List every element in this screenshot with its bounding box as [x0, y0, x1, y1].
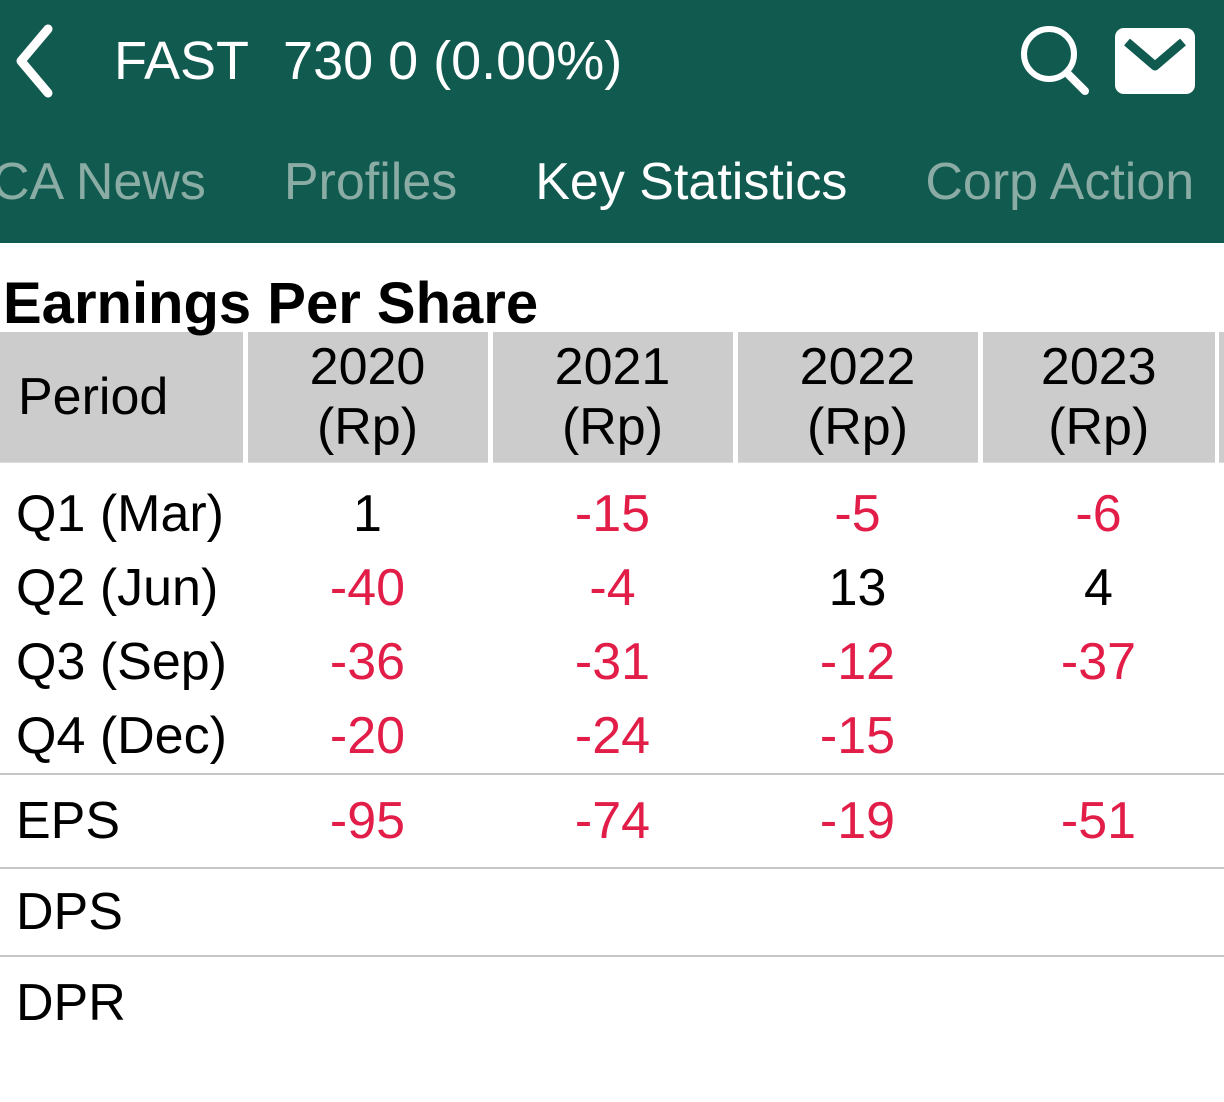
column-unit-label: (Rp)	[806, 398, 909, 456]
row-label: Q3 (Sep)	[16, 633, 227, 691]
row-label: DPR	[0, 955, 245, 1049]
table-cell	[490, 867, 735, 956]
column-header-2021: 2021 (Rp)	[487, 332, 735, 463]
table-cell-edge	[1217, 699, 1224, 774]
search-icon	[1021, 25, 1089, 95]
table-cell: -20	[329, 707, 406, 765]
column-year-label: 2021	[554, 338, 671, 396]
tab-corp-action[interactable]: Corp Action	[925, 153, 1195, 211]
table-cell: -15	[819, 707, 896, 765]
table-cell: -6	[1075, 485, 1122, 543]
table-cell: -15	[574, 485, 651, 543]
table-body: Q1 (Mar) 1 -15 -5 -6 Q2 (Jun) -40 -4 13 4 Q3 (Sep)…	[0, 463, 1224, 1049]
row-label: DPS	[0, 867, 245, 956]
table-row-eps: EPS -95 -74 -19 -51	[0, 773, 1224, 868]
search-button[interactable]	[1010, 0, 1100, 121]
column-unit-label: (Rp)	[316, 398, 419, 456]
table-cell	[245, 867, 490, 956]
column-unit-label: (Rp)	[1048, 398, 1150, 456]
table-cell	[735, 867, 980, 956]
table-cell: -37	[1060, 633, 1137, 691]
table-cell: 13	[828, 559, 887, 617]
table-row-q4: Q4 (Dec) -20 -24 -15	[0, 699, 1224, 774]
column-header-2023: 2023 (Rp)	[977, 332, 1217, 463]
table-cell	[980, 955, 1217, 1049]
table-cell: -12	[819, 633, 896, 691]
table-cell: -40	[329, 559, 406, 617]
tab-profiles[interactable]: Profiles	[283, 153, 458, 211]
table-header: Period 2020 (Rp) 2021 (Rp) 2022 (Rp) 2023 (Rp)	[0, 332, 1224, 463]
table-cell-edge	[1217, 955, 1224, 1049]
table-cell: -4	[589, 559, 636, 617]
table-cell	[980, 867, 1217, 956]
tab-key-statistics[interactable]: Key Statistics	[535, 153, 848, 211]
table-row-q2: Q2 (Jun) -40 -4 13 4	[0, 551, 1224, 625]
table-cell-edge	[1217, 477, 1224, 551]
table-spacer-row	[0, 463, 1224, 478]
table-cell: -24	[574, 707, 651, 765]
table-cell-edge	[1217, 625, 1224, 699]
row-label: Q1 (Mar)	[16, 485, 224, 543]
stock-quote: 730 0 (0.00%)	[283, 30, 623, 91]
row-label: Q4 (Dec)	[16, 707, 227, 765]
table-cell: -51	[980, 773, 1217, 868]
table-cell-edge	[1217, 773, 1224, 868]
column-header-period: Period	[0, 332, 245, 463]
table-header-row: Period 2020 (Rp) 2021 (Rp) 2022 (Rp) 2023 (Rp)	[0, 332, 1224, 463]
table-cell: -36	[329, 633, 406, 691]
stock-title: FAST 730 0 (0.00%)	[114, 30, 1010, 92]
column-year-label: 2022	[799, 338, 916, 396]
spacer-cell	[0, 463, 1224, 478]
table-cell-edge	[1217, 867, 1224, 956]
table-row-dps: DPS	[0, 867, 1224, 956]
column-header-next-partial	[1215, 332, 1224, 463]
table-cell: -31	[574, 633, 651, 691]
column-header-2020: 2020 (Rp)	[242, 332, 490, 463]
table-cell: -95	[245, 773, 490, 868]
mail-button[interactable]	[1100, 0, 1210, 121]
column-year-label: 2023	[1040, 338, 1157, 396]
top-bar: FAST 730 0 (0.00%)	[0, 0, 1224, 121]
row-label: EPS	[0, 773, 245, 868]
app-bar: FAST 730 0 (0.00%) CA News Profiles Key Sta…	[0, 0, 1224, 243]
mail-icon	[1115, 27, 1195, 94]
column-unit-label: (Rp)	[561, 398, 664, 456]
table-cell: -5	[834, 485, 881, 543]
table-cell: 4	[1084, 559, 1113, 617]
column-year-label: 2020	[309, 338, 426, 396]
table-cell	[490, 955, 735, 1049]
tab-ca-news[interactable]: CA News	[0, 153, 206, 211]
table-row-q3: Q3 (Sep) -36 -31 -12 -37	[0, 625, 1224, 699]
table-cell	[245, 955, 490, 1049]
stock-ticker: FAST	[114, 30, 250, 91]
back-button[interactable]	[0, 0, 90, 121]
back-chevron-icon	[16, 24, 53, 97]
table-cell	[980, 699, 1217, 774]
page-title: Earnings Per Share	[3, 271, 539, 336]
table-cell: 1	[353, 485, 382, 543]
column-header-2022: 2022 (Rp)	[732, 332, 980, 463]
table-cell: -74	[490, 773, 735, 868]
row-label: Q2 (Jun)	[16, 559, 219, 617]
table-cell: -19	[735, 773, 980, 868]
table-row-dpr: DPR	[0, 955, 1224, 1049]
eps-table: Period 2020 (Rp) 2021 (Rp) 2022 (Rp) 2023 (Rp) Q…	[0, 332, 1224, 1049]
table-cell	[735, 955, 980, 1049]
tab-bar: CA News Profiles Key Statistics Corp Action	[0, 121, 1224, 243]
table-row-q1: Q1 (Mar) 1 -15 -5 -6	[0, 477, 1224, 551]
table-cell-edge	[1217, 551, 1224, 625]
